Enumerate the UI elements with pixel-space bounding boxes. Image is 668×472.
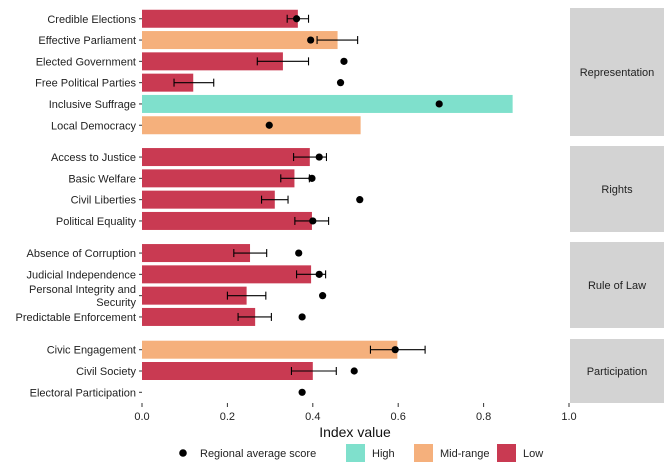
regional-average-point xyxy=(336,79,345,87)
y-tick-label: Elected Government xyxy=(36,56,136,68)
regional-average-point xyxy=(307,36,315,44)
bar-row: Elected Government xyxy=(36,52,348,71)
chart-panels: Representation Credible Elections Effectiv… xyxy=(16,8,664,403)
legend-swatch xyxy=(497,444,516,462)
bar-row: Local Democracy xyxy=(51,116,361,135)
y-tick-label: Access to Justice xyxy=(51,152,136,164)
y-tick-label: Local Democracy xyxy=(51,120,136,132)
bar xyxy=(142,169,295,188)
regional-average-point xyxy=(350,367,358,375)
legend-point-key xyxy=(179,449,187,457)
x-axis: 0.0 0.2 0.4 0.6 0.8 1.0 xyxy=(134,403,577,423)
regional-average-point xyxy=(298,313,306,321)
regional-average-point xyxy=(435,100,443,108)
bar xyxy=(142,211,312,230)
bar xyxy=(142,190,275,209)
bar-row: Basic Welfare xyxy=(68,169,316,188)
y-tick-label: Judicial Independence xyxy=(27,269,136,281)
x-tick-label: 0.0 xyxy=(134,411,149,423)
regional-average-point xyxy=(340,57,348,65)
bar-row: Civil Society xyxy=(76,362,358,380)
regional-average-point xyxy=(315,153,323,161)
y-tick-label: Personal Integrity and Security xyxy=(29,284,137,309)
x-tick-label: 0.6 xyxy=(391,411,406,423)
bar xyxy=(142,9,298,28)
bar-row: Judicial Independence xyxy=(27,265,327,284)
regional-average-point xyxy=(315,270,323,278)
bar-row: Civil Liberties xyxy=(71,190,364,209)
bar-row: Personal Integrity and Security xyxy=(29,284,327,309)
y-tick-label: Inclusive Suffrage xyxy=(49,99,136,111)
bar-row: Political Equality xyxy=(56,211,330,230)
regional-average-point xyxy=(356,196,364,204)
regional-average-point xyxy=(292,15,301,23)
y-tick-label: Electoral Participation xyxy=(30,387,136,399)
x-tick-label: 0.4 xyxy=(305,411,320,423)
bar xyxy=(142,307,256,326)
panel-strip xyxy=(570,8,664,136)
regional-average-point xyxy=(308,174,316,182)
y-tick-label: Political Equality xyxy=(56,216,137,228)
bar xyxy=(142,265,312,284)
regional-average-point xyxy=(319,292,327,300)
regional-average-point xyxy=(309,217,317,225)
bar-row: Access to Justice xyxy=(51,148,328,167)
legend-label: Low xyxy=(523,448,543,460)
x-tick-label: 0.2 xyxy=(220,411,235,423)
y-tick-label: Credible Elections xyxy=(47,14,136,26)
legend-label: Mid-range xyxy=(440,448,490,460)
bar-row: Predictable Enforcement xyxy=(16,307,306,326)
legend-swatch xyxy=(346,444,365,462)
regional-average-point xyxy=(298,388,306,396)
y-tick-label: Effective Parliament xyxy=(38,35,136,47)
bar-row: Absence of Corruption xyxy=(27,244,303,263)
panel-rights: Rights Access to Justice Basic Welfare Civi… xyxy=(51,146,664,232)
panel-strip xyxy=(570,146,664,232)
bar-row: Effective Parliament xyxy=(38,31,359,50)
panel-strip-label: Rights xyxy=(601,184,633,196)
bar xyxy=(142,52,283,71)
y-tick-label: Civil Society xyxy=(76,366,136,378)
bar-row: Free Political Parties xyxy=(35,73,345,92)
bar xyxy=(142,116,361,135)
bar-row: Electoral Participation xyxy=(30,387,306,399)
bar xyxy=(142,340,398,359)
y-tick-label: Basic Welfare xyxy=(68,173,136,185)
regional-average-point xyxy=(391,346,399,354)
panel-participation: Participation Civic Engagement Civil Socie… xyxy=(30,339,664,403)
bar xyxy=(142,31,338,50)
x-axis-title: Index value xyxy=(319,424,391,440)
bar xyxy=(142,73,194,92)
bar-row: Civic Engagement xyxy=(47,340,426,359)
legend-label: Regional average score xyxy=(200,448,316,460)
bar xyxy=(142,244,251,263)
bar xyxy=(142,362,313,380)
y-tick-label: Absence of Corruption xyxy=(27,248,136,260)
panel-strip-label: Participation xyxy=(587,366,648,378)
y-tick-label: Civic Engagement xyxy=(47,345,136,357)
regional-average-point xyxy=(295,249,303,257)
bar-row: Credible Elections xyxy=(47,9,310,28)
panel-representation: Representation Credible Elections Effectiv… xyxy=(35,8,664,136)
panel-rule-of-law: Rule of Law Absence of Corruption Judicial… xyxy=(16,242,664,328)
bar xyxy=(142,94,513,113)
x-tick-label: 0.8 xyxy=(476,411,491,423)
panel-strip xyxy=(570,339,664,403)
bar xyxy=(142,286,247,305)
bar xyxy=(142,148,310,167)
legend: Regional average score High Mid-range Low xyxy=(179,444,543,462)
panel-strip-label: Rule of Law xyxy=(588,280,646,292)
y-tick-label: Predictable Enforcement xyxy=(16,312,136,324)
legend-swatch xyxy=(414,444,433,462)
y-tick-label: Civil Liberties xyxy=(71,195,137,207)
x-tick-label: 1.0 xyxy=(561,411,576,423)
legend-label: High xyxy=(372,448,395,460)
panel-strip xyxy=(570,242,664,328)
y-tick-label: Free Political Parties xyxy=(35,78,136,90)
bar-row: Inclusive Suffrage xyxy=(49,94,513,113)
panel-strip-label: Representation xyxy=(580,67,655,79)
regional-average-point xyxy=(265,121,273,129)
